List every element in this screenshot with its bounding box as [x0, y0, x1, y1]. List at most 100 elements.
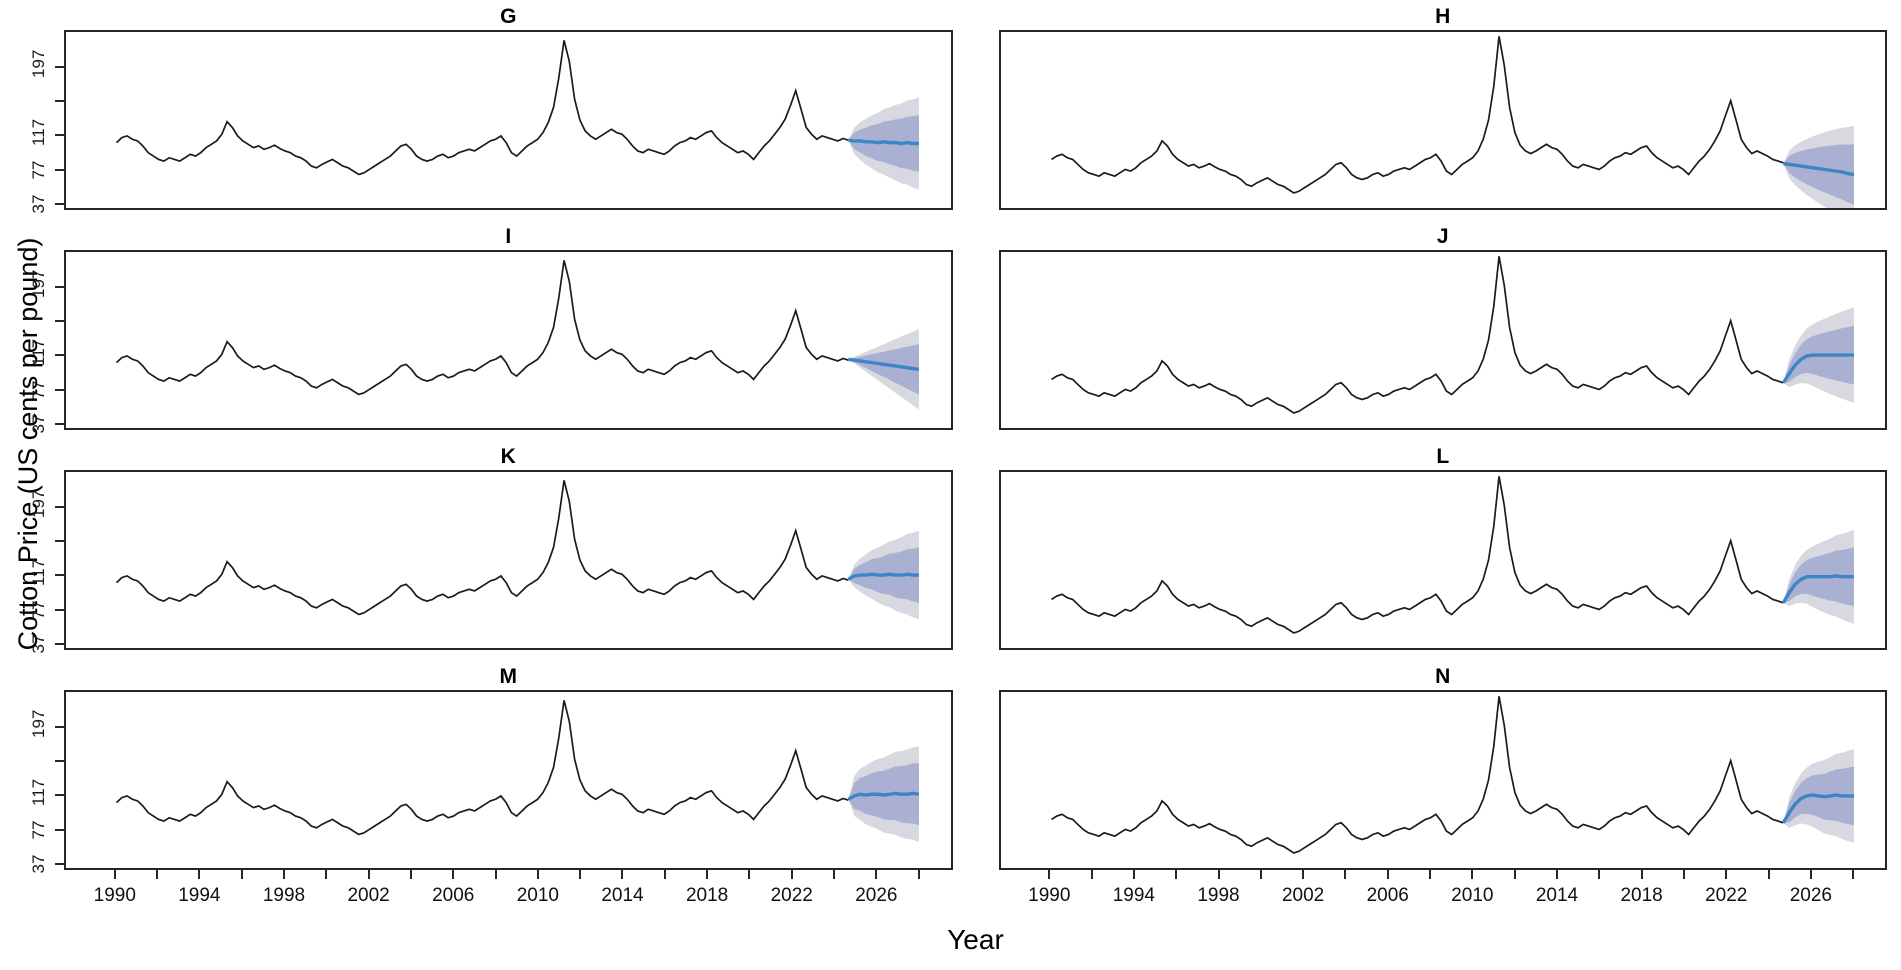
- time-series-chart-M: [64, 690, 953, 870]
- y-tick-label: 37: [28, 854, 48, 874]
- x-tick: [113, 870, 116, 879]
- x-tick: [198, 870, 201, 879]
- y-tick: [55, 354, 64, 357]
- y-tick-label: 37: [28, 414, 48, 434]
- y-tick: [55, 203, 64, 205]
- x-tick-label: 2018: [1620, 885, 1663, 906]
- panels-grid: G 37 77 117 197 H I 37 77 117 197 J K 37 77 117 197 L M 37 7…: [29, 5, 1888, 922]
- x-tick: [875, 870, 878, 879]
- plot-area-M: 37 77 117 197: [29, 690, 953, 873]
- y-tick: [55, 285, 64, 288]
- panel-title: M: [499, 665, 518, 688]
- time-series-chart-K: [64, 470, 953, 650]
- x-tick: [917, 870, 920, 879]
- x-tick: [494, 870, 497, 879]
- time-series-chart-J: [998, 250, 1887, 430]
- y-tick-label: 197: [28, 489, 48, 518]
- x-tick-label: 2018: [685, 885, 729, 906]
- x-tick: [1175, 870, 1178, 879]
- y-tick: [55, 574, 64, 577]
- x-tick: [1767, 870, 1770, 879]
- x-tick-label: 2026: [1789, 885, 1832, 906]
- y-tick: [55, 423, 64, 425]
- panel-title: L: [1436, 445, 1450, 468]
- time-series-chart-I: [64, 250, 953, 430]
- x-tick: [240, 870, 243, 879]
- panel-title: H: [1435, 5, 1451, 28]
- x-tick: [1386, 870, 1389, 879]
- x-tick: [283, 870, 285, 879]
- panel-title: N: [1435, 665, 1451, 688]
- panel-block-N: N 1990 1994 1998 2002 2006 2010 2014 2018 2022 202…: [998, 665, 1888, 922]
- history-line: [117, 40, 849, 174]
- y-tick: [55, 388, 64, 391]
- forecast-line: [1783, 576, 1854, 603]
- x-tick: [1302, 870, 1305, 879]
- x-tick: [1471, 870, 1474, 879]
- x-tick: [1809, 870, 1812, 879]
- y-tick: [55, 760, 64, 763]
- x-tick: [1217, 870, 1220, 879]
- x-tick-label: 2010: [1451, 885, 1494, 906]
- x-tick: [1132, 870, 1135, 879]
- x-axis: 1990 1994 1998 2002 2006 2010 2014 2018 2022 2026: [999, 870, 1888, 922]
- x-tick: [621, 870, 624, 879]
- time-series-chart-N: [998, 690, 1887, 870]
- forecast-line: [848, 359, 919, 369]
- y-tick-label: 77: [28, 820, 48, 840]
- y-tick-label: 197: [28, 269, 48, 298]
- x-tick-label: 1998: [262, 885, 306, 906]
- x-tick-label: 2014: [1535, 885, 1579, 906]
- x-tick-label: 2022: [1705, 885, 1748, 906]
- x-tick: [325, 870, 328, 879]
- time-series-chart-L: [998, 470, 1887, 650]
- panel-block-G: G 37 77 117 197: [29, 6, 953, 213]
- time-series-chart-H: [998, 30, 1887, 210]
- panel-block-K: K 37 77 117 197: [29, 446, 953, 653]
- x-tick-label: 2006: [432, 885, 475, 906]
- x-tick-label: 1994: [178, 885, 221, 906]
- forecast-line: [1783, 355, 1854, 383]
- y-tick-label: 117: [28, 779, 48, 807]
- history-line: [117, 700, 849, 834]
- x-tick-label: 1994: [1112, 885, 1156, 906]
- x-tick: [1682, 870, 1685, 879]
- y-tick-label: 197: [28, 49, 48, 78]
- x-tick-label: 1998: [1197, 885, 1240, 906]
- x-tick: [409, 870, 412, 879]
- forecast-line: [848, 793, 919, 799]
- x-tick: [663, 870, 666, 879]
- x-tick: [1429, 870, 1432, 879]
- panel-block-L: L: [998, 445, 1887, 652]
- x-tick: [1090, 870, 1093, 879]
- panel-block-I: I 37 77 117 197: [29, 226, 953, 433]
- plot-area-H: [998, 30, 1887, 210]
- y-tick-label: 77: [28, 160, 48, 180]
- y-tick: [55, 863, 64, 865]
- history-line: [1051, 256, 1783, 413]
- y-tick-label: 37: [28, 194, 48, 214]
- y-tick: [55, 65, 64, 68]
- history-line: [117, 480, 849, 614]
- x-tick-label: 1990: [93, 885, 136, 906]
- x-tick-label: 2006: [1366, 885, 1409, 906]
- forecast-line: [1783, 795, 1854, 823]
- x-tick-label: 2010: [516, 885, 559, 906]
- x-tick-label: 1990: [1028, 885, 1071, 906]
- y-tick-label: 117: [28, 339, 48, 367]
- x-tick-label: 2022: [770, 885, 813, 906]
- panel-title: J: [1436, 225, 1449, 248]
- y-tick: [55, 608, 64, 611]
- forecast-line: [1783, 164, 1854, 175]
- x-tick: [790, 870, 793, 879]
- y-tick-label: 77: [28, 600, 48, 620]
- plot-area-I: 37 77 117 197: [29, 250, 953, 433]
- x-tick-label: 2026: [855, 885, 898, 906]
- forecast-line: [848, 140, 919, 143]
- y-tick: [55, 320, 64, 323]
- x-tick: [536, 870, 539, 879]
- y-tick-label: 117: [28, 559, 48, 587]
- y-tick: [55, 794, 64, 797]
- x-axis-title: Year: [947, 924, 1004, 955]
